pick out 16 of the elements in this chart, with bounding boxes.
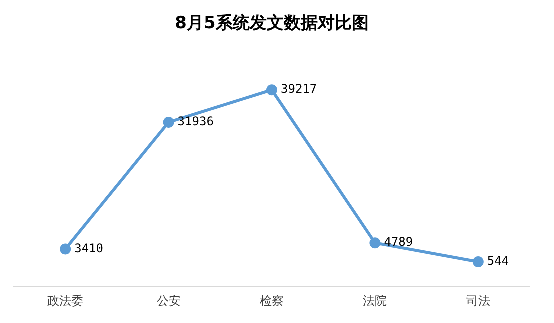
data-label: 39217: [281, 82, 318, 96]
data-label: 3410: [74, 241, 104, 256]
x-tick-label: 检察: [260, 294, 284, 308]
data-label: 31936: [178, 114, 214, 129]
point: [266, 84, 278, 96]
point: [163, 116, 174, 128]
point: [472, 256, 484, 268]
x-tick-label: 司法: [466, 294, 490, 308]
x-tick-label: 政法委: [48, 294, 84, 308]
data-label: 4789: [384, 235, 414, 250]
x-tick-label: 法院: [363, 294, 388, 308]
point: [370, 238, 381, 249]
point: [60, 244, 72, 255]
data-label: 544: [487, 254, 510, 268]
chart-title: 8月5系统发文数据对比图: [175, 14, 369, 34]
x-tick-label: 公安: [156, 294, 181, 308]
